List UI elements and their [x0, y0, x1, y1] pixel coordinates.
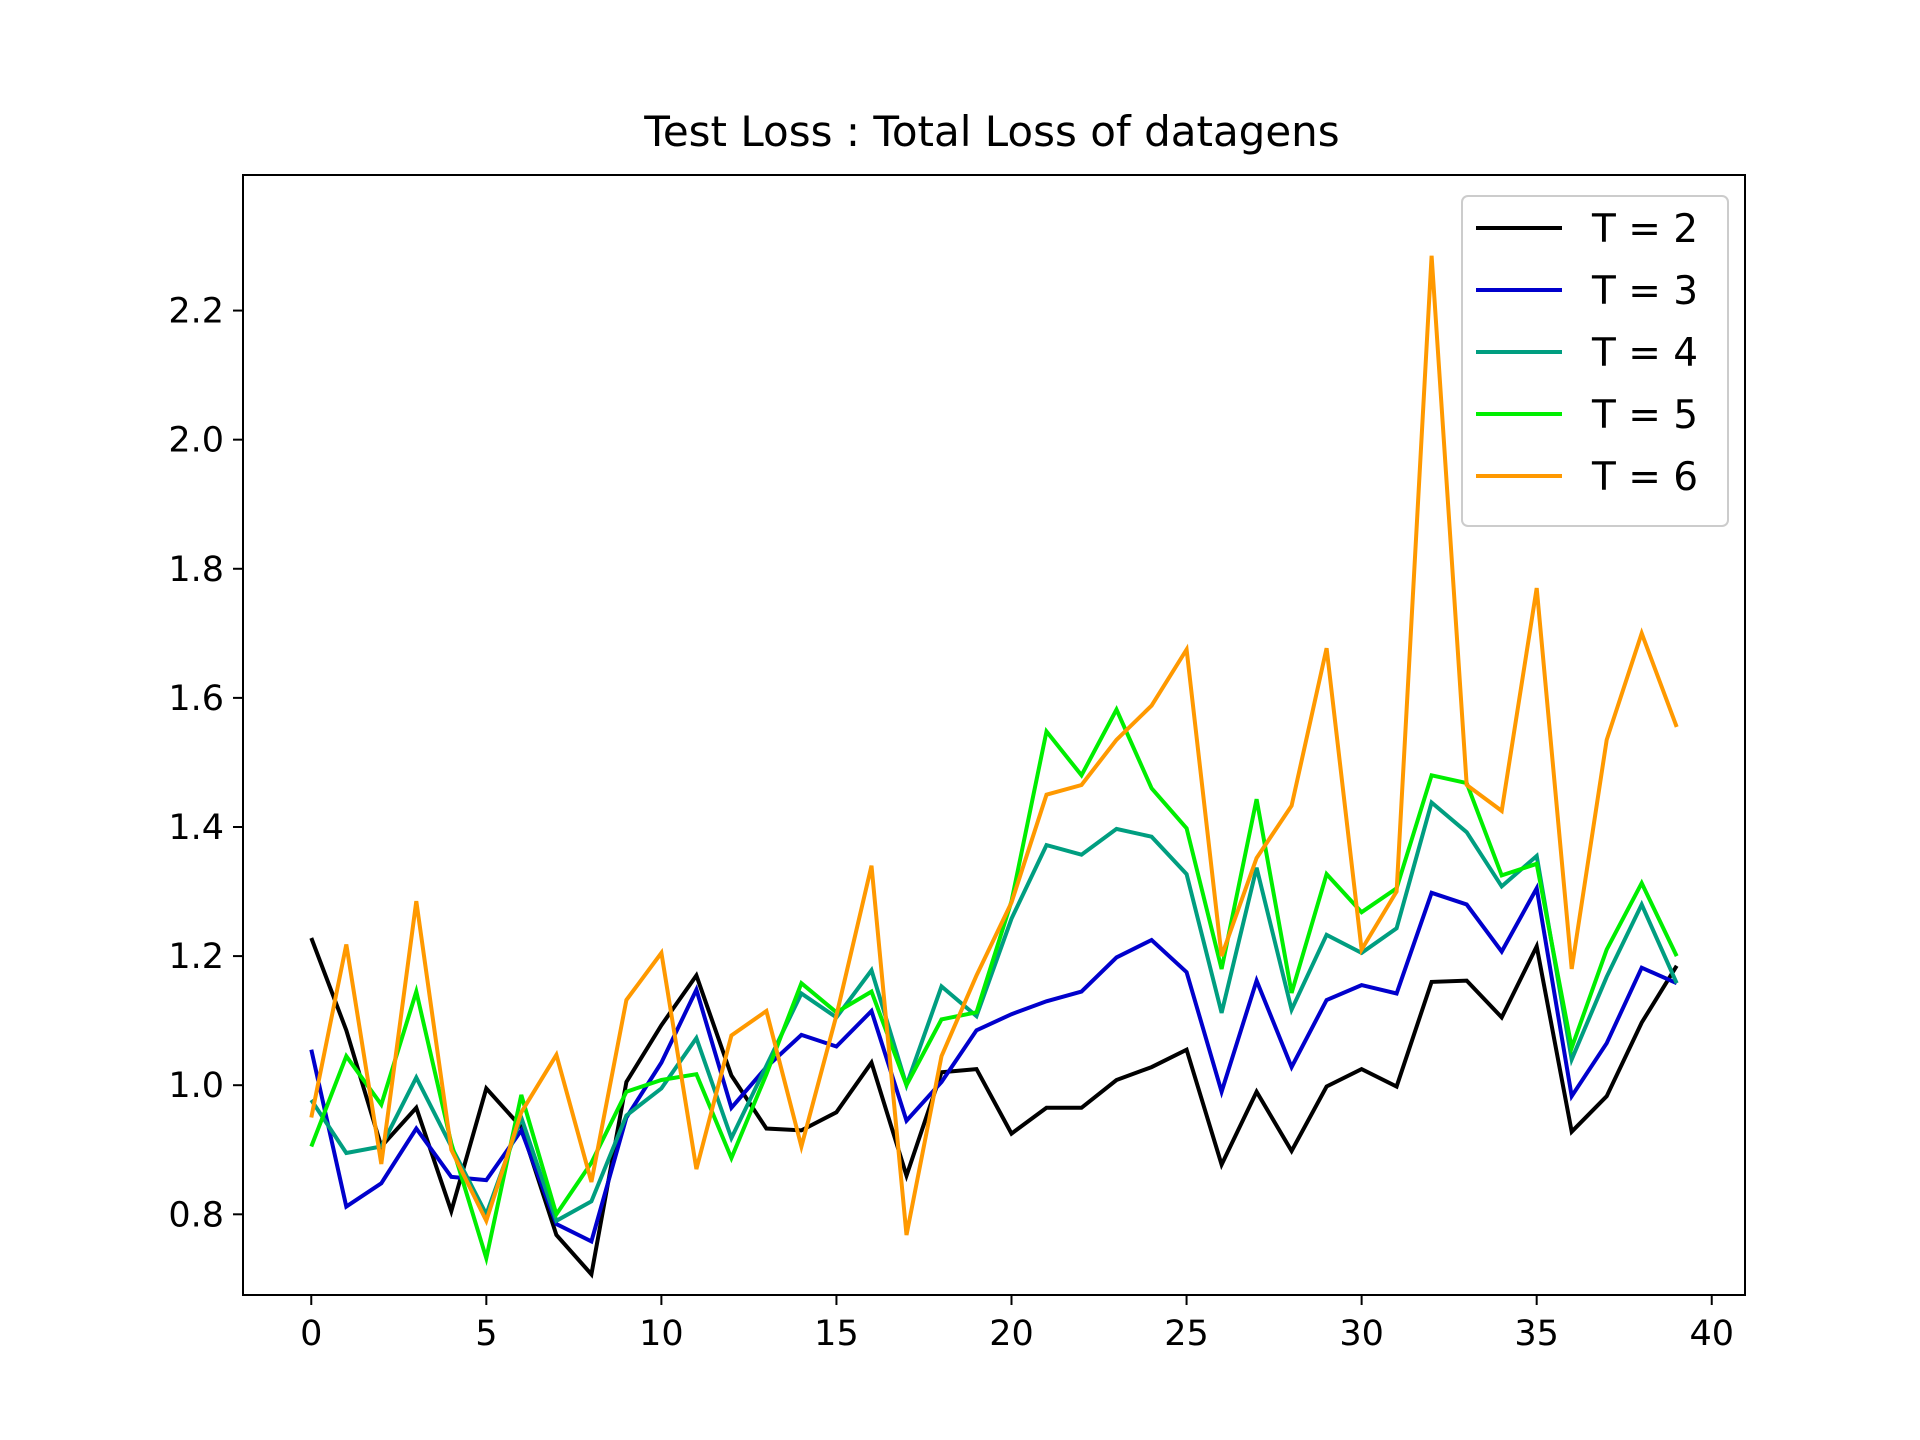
y-tick-label: 1.2: [168, 937, 224, 977]
x-tick-label: 30: [1339, 1314, 1384, 1354]
legend-label: T = 6: [1591, 455, 1698, 500]
x-tick-label: 20: [989, 1314, 1034, 1354]
x-tick-label: 35: [1514, 1314, 1559, 1354]
series-line-2: [309, 882, 1678, 1245]
y-tick-label: 1.6: [168, 679, 224, 719]
x-tick-label: 40: [1689, 1314, 1734, 1354]
legend: T = 2 T = 3 T = 4 T = 5 T = 6: [1461, 195, 1729, 527]
legend-box: [1461, 195, 1729, 527]
legend-label: T = 5: [1591, 393, 1698, 438]
chart-title: Test Loss : Total Loss of datagens: [643, 107, 1339, 156]
y-tick-label: 1.4: [168, 808, 224, 848]
y-tick-label: 1.0: [168, 1066, 224, 1106]
y-tick-label: 1.8: [168, 550, 224, 590]
legend-label: T = 4: [1591, 331, 1698, 376]
y-tick-label: 2.0: [168, 421, 224, 461]
y-axis: 0.8 1.0 1.2 1.4 1.6 1.8 2.0 2.2: [168, 292, 243, 1235]
legend-label: T = 3: [1591, 269, 1698, 314]
x-tick-label: 10: [639, 1314, 684, 1354]
x-tick-label: 0: [300, 1314, 322, 1354]
x-axis: 0 5 10 15 20 25 30 35 40: [300, 1295, 1734, 1354]
x-tick-label: 15: [814, 1314, 859, 1354]
y-tick-label: 0.8: [168, 1195, 224, 1235]
x-tick-label: 25: [1164, 1314, 1209, 1354]
series-lines: [309, 255, 1679, 1279]
y-tick-label: 2.2: [168, 292, 224, 332]
plot-area-frame: [242, 174, 1746, 1296]
x-tick-label: 5: [475, 1314, 497, 1354]
legend-label: T = 2: [1591, 207, 1698, 252]
series-line-3: [309, 798, 1679, 1224]
series-line-4: [309, 704, 1679, 1267]
series-line-5: [309, 255, 1679, 1236]
